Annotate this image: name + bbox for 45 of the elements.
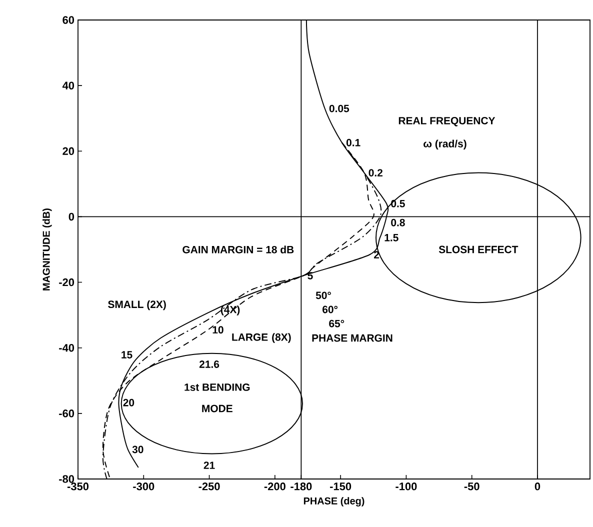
annotation: 60° — [322, 306, 338, 314]
series-label: LARGE (8X) — [232, 333, 291, 343]
x-tick-label: 0 — [534, 482, 540, 490]
annotation: PHASE MARGIN — [312, 334, 392, 342]
annotation: 0.8 — [391, 218, 405, 226]
x-tick-label: -300 — [133, 482, 154, 490]
annotation: REAL FREQUENCY — [398, 116, 496, 126]
annotation: 15 — [122, 351, 132, 358]
annotation: 0.2 — [368, 169, 382, 176]
y-tick-label: -40 — [59, 344, 74, 352]
y-axis-title: MAGNITUDE (dB) — [42, 208, 52, 290]
annotation: 65° — [329, 320, 344, 328]
annotation: MODE — [202, 404, 232, 412]
x-tick-label: -350 — [67, 482, 89, 490]
annotation: 21 — [204, 462, 215, 469]
annotation: 1.5 — [384, 234, 398, 242]
annotation: 0.05 — [329, 104, 350, 112]
x-tick-label: -150 — [330, 482, 352, 490]
y-tick-label: -60 — [59, 410, 74, 418]
x-tick-label: -250 — [198, 482, 220, 490]
y-tick-label: -20 — [59, 278, 74, 286]
y-tick-label: 0 — [68, 212, 74, 221]
y-tick-label: -80 — [59, 475, 74, 483]
annotation: GAIN MARGIN = 18 dB — [182, 246, 294, 254]
annotation: SLOSH EFFECT — [438, 246, 518, 254]
x-tick-label: -100 — [396, 482, 417, 490]
annotation: ω (rad/s) — [424, 140, 466, 150]
series-label: (4X) — [220, 306, 240, 316]
annotation: 1st BENDING — [184, 384, 250, 391]
x-tick-label: -200 — [264, 482, 286, 490]
annotation: 2 — [374, 251, 380, 258]
y-tick-label: 40 — [62, 82, 74, 90]
annotation: 30 — [132, 446, 144, 454]
annotation: 20 — [123, 398, 134, 406]
x-tick-label: -50 — [464, 482, 480, 490]
annotation: 10 — [212, 326, 224, 334]
annotation: 0.1 — [346, 138, 360, 146]
annotation: 21.6 — [199, 360, 220, 368]
text: SMALL (2X) — [108, 300, 166, 310]
y-tick-label: 20 — [62, 147, 74, 156]
x-tick-label: -180 — [290, 482, 312, 490]
annotation: 0.5 — [391, 200, 405, 208]
annotation: 50° — [316, 292, 331, 300]
x-axis-title: PHASE (deg) — [304, 497, 364, 506]
y-tick-label: 60 — [62, 16, 74, 24]
